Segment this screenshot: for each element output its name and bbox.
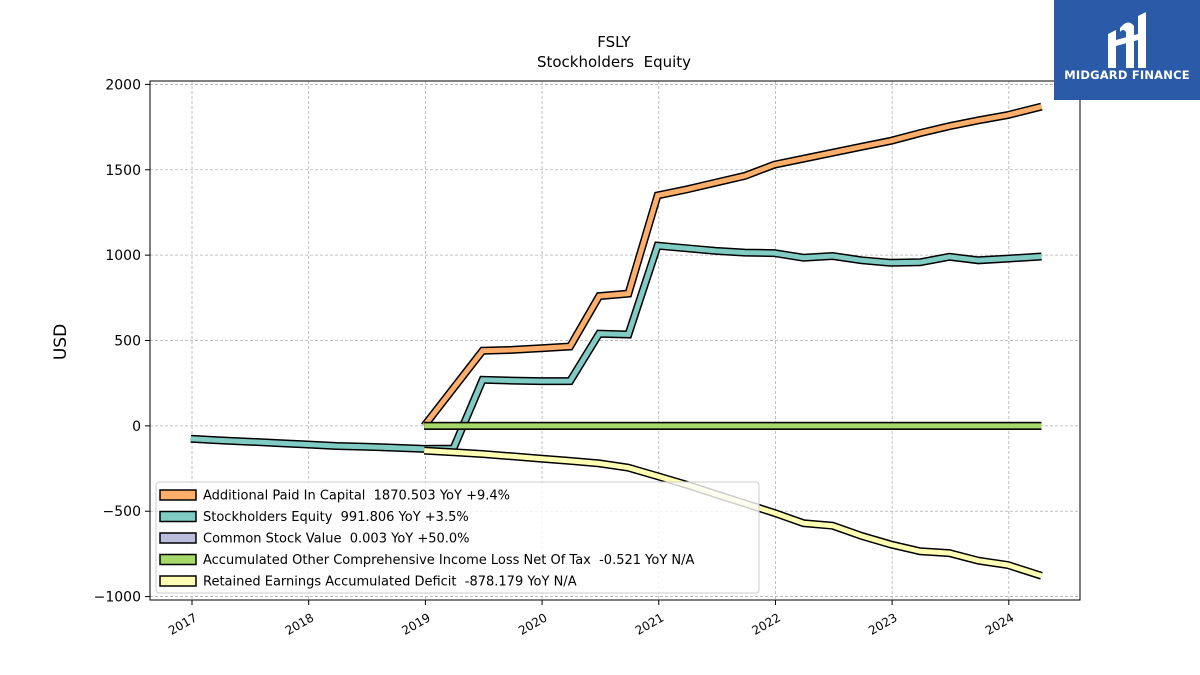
series-line bbox=[190, 243, 1042, 452]
x-tick-label: 2023 bbox=[866, 610, 899, 637]
series-line bbox=[422, 104, 1043, 428]
chart-title: FSLY bbox=[597, 33, 631, 51]
legend-swatch bbox=[159, 489, 197, 501]
grid-lines bbox=[150, 81, 1080, 600]
legend-label: Retained Earnings Accumulated Deficit -8… bbox=[203, 575, 577, 590]
legend-swatch bbox=[159, 510, 197, 523]
y-axis-label: USD bbox=[51, 324, 71, 360]
x-tick-label: 2019 bbox=[399, 610, 432, 637]
midgard-logo-icon bbox=[1108, 12, 1146, 69]
y-tick-label: 500 bbox=[114, 334, 141, 350]
brand-logo: MIDGARD FINANCE bbox=[1054, 0, 1200, 100]
legend-label: Stockholders Equity 991.806 YoY +3.5% bbox=[203, 510, 469, 525]
legend-label: Additional Paid In Capital 1870.503 YoY … bbox=[203, 489, 510, 504]
y-tick-label: 1000 bbox=[105, 248, 141, 264]
series-outline bbox=[190, 241, 1042, 453]
legend-swatch bbox=[159, 575, 197, 587]
legend-label: Common Stock Value 0.003 YoY +50.0% bbox=[203, 532, 470, 547]
brand-name: MIDGARD FINANCE bbox=[1064, 68, 1190, 82]
legend: Additional Paid In Capital 1870.503 YoY … bbox=[155, 481, 760, 594]
series-1 bbox=[421, 102, 1043, 429]
series-2 bbox=[190, 241, 1042, 453]
y-tick-label: −1000 bbox=[94, 590, 141, 606]
y-tick-label: 1500 bbox=[105, 163, 141, 179]
y-tick-label: −500 bbox=[103, 504, 141, 520]
y-tick-label: 2000 bbox=[105, 77, 141, 93]
legend-swatch bbox=[159, 532, 197, 544]
x-tick-label: 2021 bbox=[633, 610, 666, 637]
x-tick-label: 2020 bbox=[516, 610, 549, 637]
x-tick-label: 2024 bbox=[983, 610, 1016, 637]
legend-box bbox=[155, 481, 760, 594]
x-tick-label: 2018 bbox=[283, 610, 316, 637]
y-tick-label: 0 bbox=[132, 419, 141, 435]
chart-subtitle: Stockholders Equity bbox=[537, 53, 691, 71]
legend-label: Accumulated Other Comprehensive Income L… bbox=[203, 553, 694, 568]
x-tick-label: 2022 bbox=[749, 610, 782, 637]
x-tick-label: 2017 bbox=[166, 610, 199, 637]
legend-swatch bbox=[159, 553, 197, 566]
